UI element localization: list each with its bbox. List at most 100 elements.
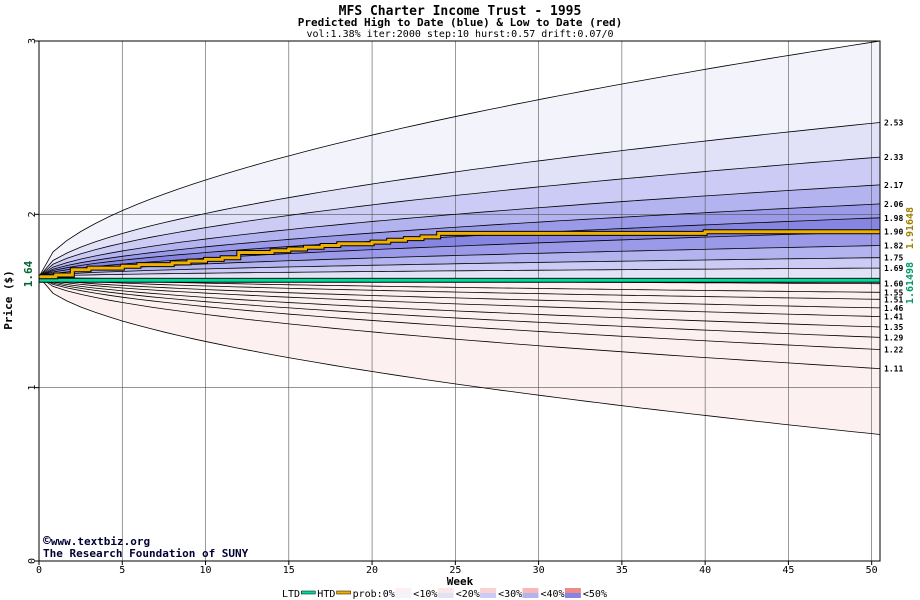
end-level-label: 1.46 bbox=[884, 304, 903, 313]
grid-lines bbox=[39, 41, 880, 561]
upper-band-edge bbox=[38, 122, 881, 277]
x-tick-label: 30 bbox=[533, 565, 545, 576]
upper-band-edge bbox=[38, 40, 881, 277]
legend-swatch-red bbox=[480, 588, 497, 593]
legend-swatch-blue bbox=[522, 593, 539, 598]
end-level-label: 1.55 bbox=[884, 288, 903, 297]
x-tick-label: 25 bbox=[449, 565, 461, 576]
plot-frame bbox=[38, 40, 881, 562]
x-tick-label: 5 bbox=[119, 565, 125, 576]
htd-line bbox=[39, 230, 880, 279]
legend-label: <30% bbox=[498, 589, 522, 600]
lower-band-edge bbox=[38, 276, 881, 300]
chart-params: vol:1.38% iter:2000 step:10 hurst:0.57 d… bbox=[306, 29, 613, 40]
upper-band bbox=[39, 231, 880, 277]
end-level-label: 1.90 bbox=[884, 228, 903, 237]
legend-label: <20% bbox=[456, 589, 480, 600]
lower-band-edge bbox=[38, 276, 881, 350]
legend-label: <10% bbox=[413, 589, 437, 600]
upper-band bbox=[39, 268, 880, 277]
x-tick-label: 50 bbox=[866, 565, 878, 576]
watermark: ©www.textbiz.org The Research Foundation… bbox=[43, 534, 249, 560]
end-level-label: 1.22 bbox=[884, 346, 903, 355]
legend-label: <40% bbox=[541, 589, 565, 600]
chart-title: MFS Charter Income Trust - 1995 bbox=[339, 4, 582, 19]
end-level-label: 1.35 bbox=[884, 323, 903, 332]
upper-band bbox=[39, 41, 880, 277]
legend-label: prob:0% bbox=[353, 589, 395, 600]
lower-band bbox=[39, 276, 880, 435]
upper-band bbox=[39, 257, 880, 277]
y-tick-label: 1 bbox=[27, 385, 38, 391]
band-boundaries bbox=[38, 40, 881, 435]
end-level-label: 1.69 bbox=[884, 264, 903, 273]
upper-band-edge bbox=[38, 257, 881, 278]
x-axis-label: Week bbox=[447, 575, 474, 588]
upper-band bbox=[39, 122, 880, 277]
end-level-label: 2.17 bbox=[884, 181, 903, 190]
legend-label: <50% bbox=[583, 589, 607, 600]
upper-band-edge bbox=[38, 267, 880, 278]
lower-band-edge bbox=[38, 276, 881, 338]
end-level-label: 1.75 bbox=[884, 254, 903, 263]
legend-swatch-blue bbox=[480, 593, 497, 598]
legend-swatch-red bbox=[564, 588, 581, 593]
right-label-high: 1.91648 bbox=[905, 207, 916, 249]
upper-band-edge bbox=[38, 217, 881, 278]
end-level-label: 2.53 bbox=[884, 118, 903, 127]
lower-band-edge bbox=[38, 276, 881, 369]
end-level-label: 1.98 bbox=[884, 214, 903, 223]
legend-swatch-red bbox=[522, 588, 539, 593]
lower-band-edge bbox=[38, 276, 881, 309]
end-level-label: 1.11 bbox=[884, 365, 903, 374]
y-axis-label: Price ($) bbox=[2, 270, 15, 330]
upper-band bbox=[39, 203, 880, 277]
end-level-labels: 2.53 2.33 2.17 2.06 1.98 1.90 1.82 1.751.69 1.60… bbox=[884, 118, 903, 373]
upper-band-edge bbox=[38, 184, 881, 278]
x-tick-label: 0 bbox=[36, 565, 42, 576]
upper-band-edge bbox=[38, 231, 881, 278]
start-price-label: 1.64 bbox=[22, 260, 35, 287]
x-tick-label: 15 bbox=[283, 565, 295, 576]
end-level-label: 1.29 bbox=[884, 333, 903, 342]
upper-band bbox=[39, 245, 880, 277]
end-level-label: 2.06 bbox=[884, 200, 903, 209]
lower-band-edge bbox=[38, 276, 881, 317]
watermark-org: The Research Foundation of SUNY bbox=[43, 547, 249, 560]
legend-swatch-blue bbox=[564, 593, 581, 598]
end-level-label: 1.82 bbox=[884, 242, 903, 251]
end-level-label: 1.60 bbox=[884, 280, 903, 289]
legend-swatch-blue bbox=[437, 593, 454, 598]
right-label-low: 1.61498 bbox=[905, 262, 916, 304]
end-level-label: 1.51 bbox=[884, 295, 903, 304]
end-level-label: 2.33 bbox=[884, 153, 903, 162]
upper-band bbox=[39, 157, 880, 277]
lower-band-edge bbox=[38, 276, 881, 328]
y-tick-label: 2 bbox=[27, 211, 38, 217]
x-tick-label: 45 bbox=[782, 565, 794, 576]
probability-bands bbox=[39, 41, 880, 435]
legend-swatch-red bbox=[437, 588, 454, 593]
upper-band bbox=[39, 184, 880, 277]
watermark-site: ©www.textbiz.org bbox=[43, 534, 150, 549]
watermark-site-text: www.textbiz.org bbox=[51, 535, 150, 548]
legend-ltd-swatch bbox=[301, 590, 316, 595]
upper-band-edge bbox=[38, 203, 881, 278]
legend: LTD HTD prob:0% <10% <20% <30% <40% <50% bbox=[282, 588, 607, 600]
y-tick-label: 3 bbox=[27, 38, 38, 44]
upper-band-edge bbox=[38, 156, 881, 277]
legend-label: LTD bbox=[282, 589, 300, 600]
price-lines bbox=[39, 229, 880, 283]
chart-subtitle: Predicted High to Date (blue) & Low to D… bbox=[298, 16, 623, 29]
end-level-label: 1.41 bbox=[884, 313, 903, 322]
x-tick-label: 10 bbox=[200, 565, 212, 576]
legend-swatch-blue bbox=[395, 593, 412, 598]
lower-band-edge bbox=[38, 276, 881, 435]
x-tick-label: 20 bbox=[366, 565, 378, 576]
x-tick-label: 35 bbox=[616, 565, 628, 576]
legend-swatch-red bbox=[395, 588, 412, 593]
legend-htd-swatch bbox=[336, 590, 351, 595]
y-tick-label: 0 bbox=[27, 558, 38, 564]
legend-label: HTD bbox=[317, 589, 335, 600]
